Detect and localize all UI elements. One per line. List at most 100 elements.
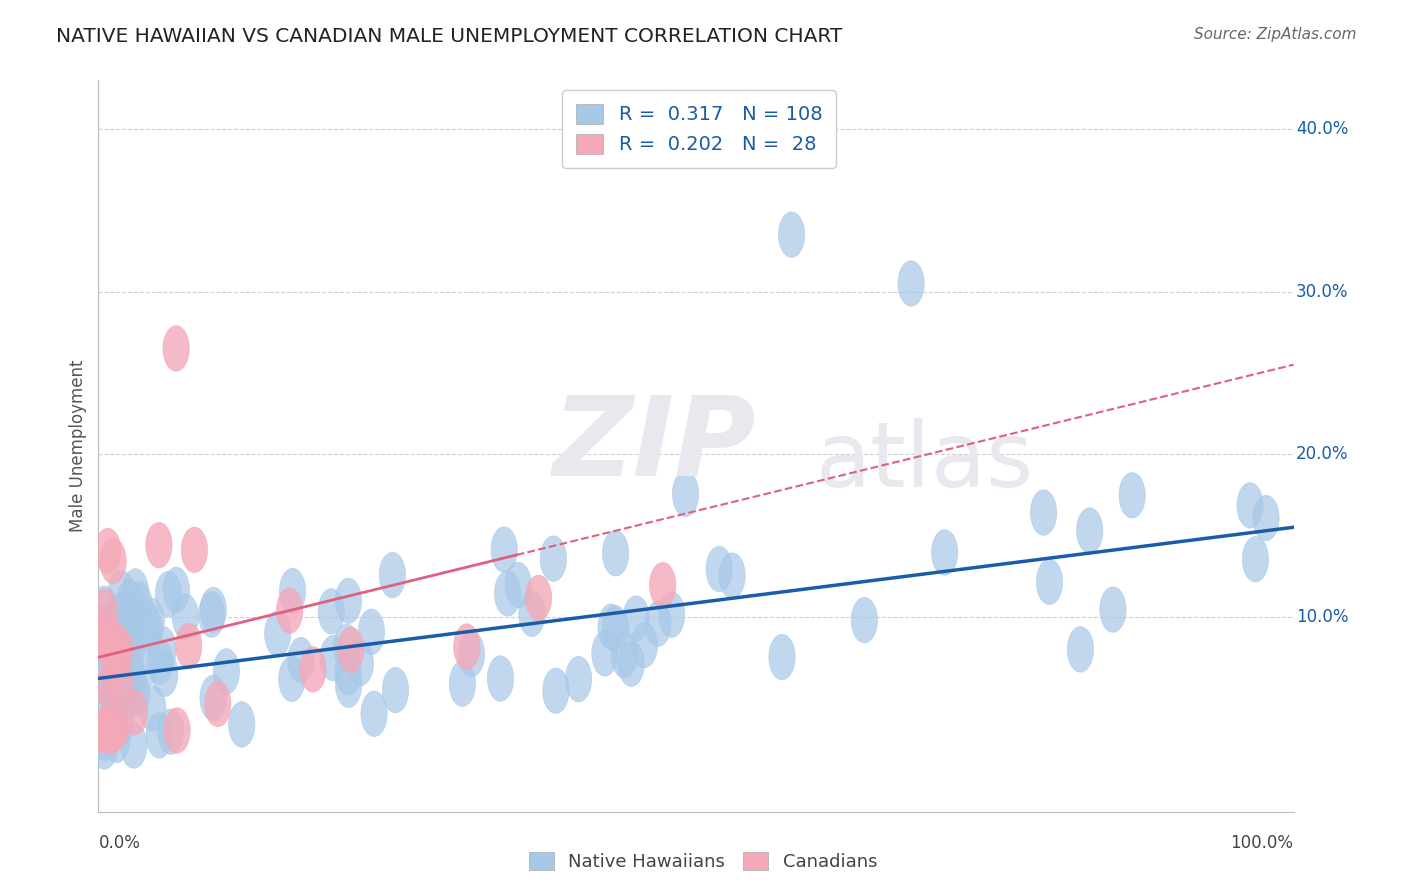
Ellipse shape (176, 623, 202, 668)
Ellipse shape (165, 707, 190, 753)
Ellipse shape (118, 613, 145, 658)
Ellipse shape (1243, 536, 1268, 582)
Ellipse shape (163, 567, 190, 613)
Ellipse shape (91, 715, 118, 761)
Ellipse shape (631, 622, 658, 668)
Ellipse shape (96, 639, 122, 684)
Ellipse shape (229, 702, 254, 747)
Legend: R =  0.317   N = 108, R =  0.202   N =  28: R = 0.317 N = 108, R = 0.202 N = 28 (562, 90, 837, 168)
Ellipse shape (526, 575, 551, 621)
Ellipse shape (94, 655, 121, 700)
Ellipse shape (718, 553, 745, 599)
Ellipse shape (672, 471, 699, 516)
Ellipse shape (111, 666, 136, 712)
Ellipse shape (91, 723, 118, 769)
Ellipse shape (288, 638, 314, 683)
Ellipse shape (602, 531, 628, 576)
Ellipse shape (779, 212, 804, 258)
Ellipse shape (200, 675, 226, 721)
Text: Source: ZipAtlas.com: Source: ZipAtlas.com (1194, 27, 1357, 42)
Ellipse shape (458, 632, 485, 677)
Ellipse shape (103, 623, 129, 668)
Ellipse shape (155, 571, 181, 616)
Ellipse shape (97, 707, 122, 753)
Ellipse shape (347, 640, 374, 686)
Ellipse shape (540, 536, 567, 582)
Ellipse shape (650, 562, 676, 608)
Ellipse shape (769, 634, 796, 680)
Ellipse shape (97, 703, 124, 748)
Ellipse shape (619, 641, 644, 687)
Ellipse shape (1036, 559, 1063, 605)
Ellipse shape (598, 604, 624, 649)
Ellipse shape (129, 645, 156, 690)
Ellipse shape (488, 656, 513, 701)
Ellipse shape (277, 588, 302, 633)
Ellipse shape (122, 568, 149, 615)
Ellipse shape (198, 591, 225, 638)
Ellipse shape (91, 610, 118, 656)
Ellipse shape (645, 601, 671, 647)
Ellipse shape (200, 587, 226, 632)
Ellipse shape (100, 673, 127, 719)
Ellipse shape (380, 552, 405, 598)
Text: atlas: atlas (815, 418, 1033, 507)
Ellipse shape (450, 661, 475, 706)
Text: 20.0%: 20.0% (1296, 445, 1348, 463)
Ellipse shape (851, 598, 877, 643)
Ellipse shape (152, 651, 179, 697)
Ellipse shape (898, 260, 924, 306)
Ellipse shape (205, 681, 231, 727)
Ellipse shape (98, 707, 125, 753)
Ellipse shape (136, 607, 163, 653)
Ellipse shape (121, 723, 148, 768)
Ellipse shape (111, 606, 138, 651)
Ellipse shape (150, 626, 176, 672)
Ellipse shape (121, 657, 148, 702)
Text: 100.0%: 100.0% (1230, 834, 1294, 852)
Ellipse shape (565, 657, 592, 702)
Ellipse shape (96, 664, 122, 709)
Ellipse shape (318, 589, 344, 634)
Ellipse shape (592, 631, 619, 676)
Ellipse shape (299, 647, 326, 692)
Ellipse shape (706, 546, 733, 591)
Ellipse shape (112, 591, 138, 636)
Ellipse shape (127, 582, 152, 627)
Ellipse shape (1099, 587, 1126, 632)
Ellipse shape (623, 596, 650, 641)
Ellipse shape (94, 528, 121, 574)
Ellipse shape (1237, 483, 1263, 528)
Ellipse shape (111, 656, 138, 701)
Ellipse shape (124, 671, 149, 717)
Ellipse shape (91, 618, 118, 664)
Ellipse shape (333, 624, 360, 670)
Ellipse shape (101, 648, 128, 693)
Text: 30.0%: 30.0% (1296, 283, 1348, 301)
Ellipse shape (108, 661, 134, 706)
Ellipse shape (139, 686, 166, 731)
Legend: Native Hawaiians, Canadians: Native Hawaiians, Canadians (522, 845, 884, 879)
Ellipse shape (91, 603, 118, 648)
Ellipse shape (94, 707, 121, 753)
Ellipse shape (107, 598, 134, 643)
Ellipse shape (107, 628, 134, 673)
Ellipse shape (100, 538, 127, 584)
Ellipse shape (157, 709, 184, 755)
Ellipse shape (658, 591, 685, 637)
Ellipse shape (112, 608, 139, 654)
Ellipse shape (91, 589, 118, 634)
Ellipse shape (93, 697, 118, 742)
Ellipse shape (114, 673, 141, 719)
Ellipse shape (117, 580, 142, 625)
Ellipse shape (114, 647, 141, 692)
Ellipse shape (1031, 490, 1057, 535)
Text: NATIVE HAWAIIAN VS CANADIAN MALE UNEMPLOYMENT CORRELATION CHART: NATIVE HAWAIIAN VS CANADIAN MALE UNEMPLO… (56, 27, 842, 45)
Ellipse shape (134, 600, 160, 646)
Text: ZIP: ZIP (553, 392, 756, 500)
Ellipse shape (91, 707, 118, 753)
Text: 0.0%: 0.0% (98, 834, 141, 852)
Text: 10.0%: 10.0% (1296, 607, 1348, 625)
Ellipse shape (103, 705, 129, 750)
Ellipse shape (280, 568, 305, 614)
